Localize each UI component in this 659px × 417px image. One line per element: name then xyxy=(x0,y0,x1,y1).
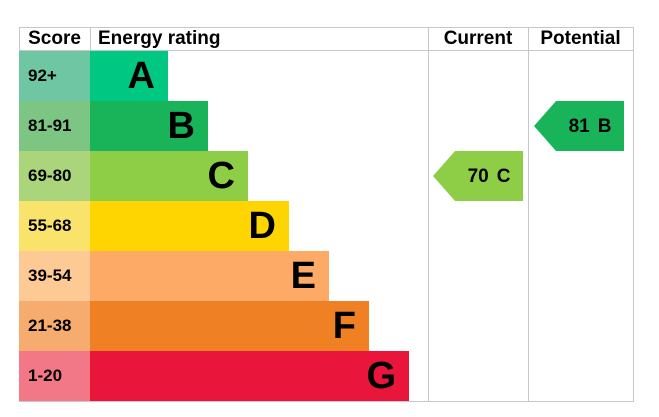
band-bar-b: B xyxy=(90,101,208,151)
score-range-g: 1-20 xyxy=(19,351,90,401)
score-range-a: 92+ xyxy=(19,51,90,101)
score-range-c: 69-80 xyxy=(19,151,90,201)
energy-rating-column-header: Energy rating xyxy=(98,28,221,49)
score-range-f: 21-38 xyxy=(19,301,90,351)
score-energy-divider xyxy=(90,27,91,51)
current-column-header: Current xyxy=(443,28,513,49)
score-range-b: 81-91 xyxy=(19,101,90,151)
current-band-letter: C xyxy=(496,165,511,187)
table-top-border xyxy=(19,27,634,28)
potential-band-letter: B xyxy=(597,115,612,137)
band-bar-e: E xyxy=(90,251,329,301)
band-bar-f: F xyxy=(90,301,369,351)
potential-score-value: 81 xyxy=(568,115,590,137)
table-right-border xyxy=(633,27,634,402)
potential-rating-arrow: 81 B xyxy=(534,101,624,151)
potential-column-header: Potential xyxy=(540,28,621,49)
table-bottom-border xyxy=(19,401,634,402)
current-score-value: 70 xyxy=(467,165,489,187)
current-potential-divider xyxy=(528,27,529,402)
score-column-header: Score xyxy=(28,28,81,49)
energy-current-divider xyxy=(428,27,429,402)
band-bar-c: C xyxy=(90,151,248,201)
band-bar-a: A xyxy=(90,51,168,101)
band-bar-g: G xyxy=(90,351,409,401)
band-bar-d: D xyxy=(90,201,289,251)
header-bottom-border xyxy=(19,50,634,51)
score-range-e: 39-54 xyxy=(19,251,90,301)
score-range-d: 55-68 xyxy=(19,201,90,251)
current-rating-arrow: 70 C xyxy=(433,151,523,201)
